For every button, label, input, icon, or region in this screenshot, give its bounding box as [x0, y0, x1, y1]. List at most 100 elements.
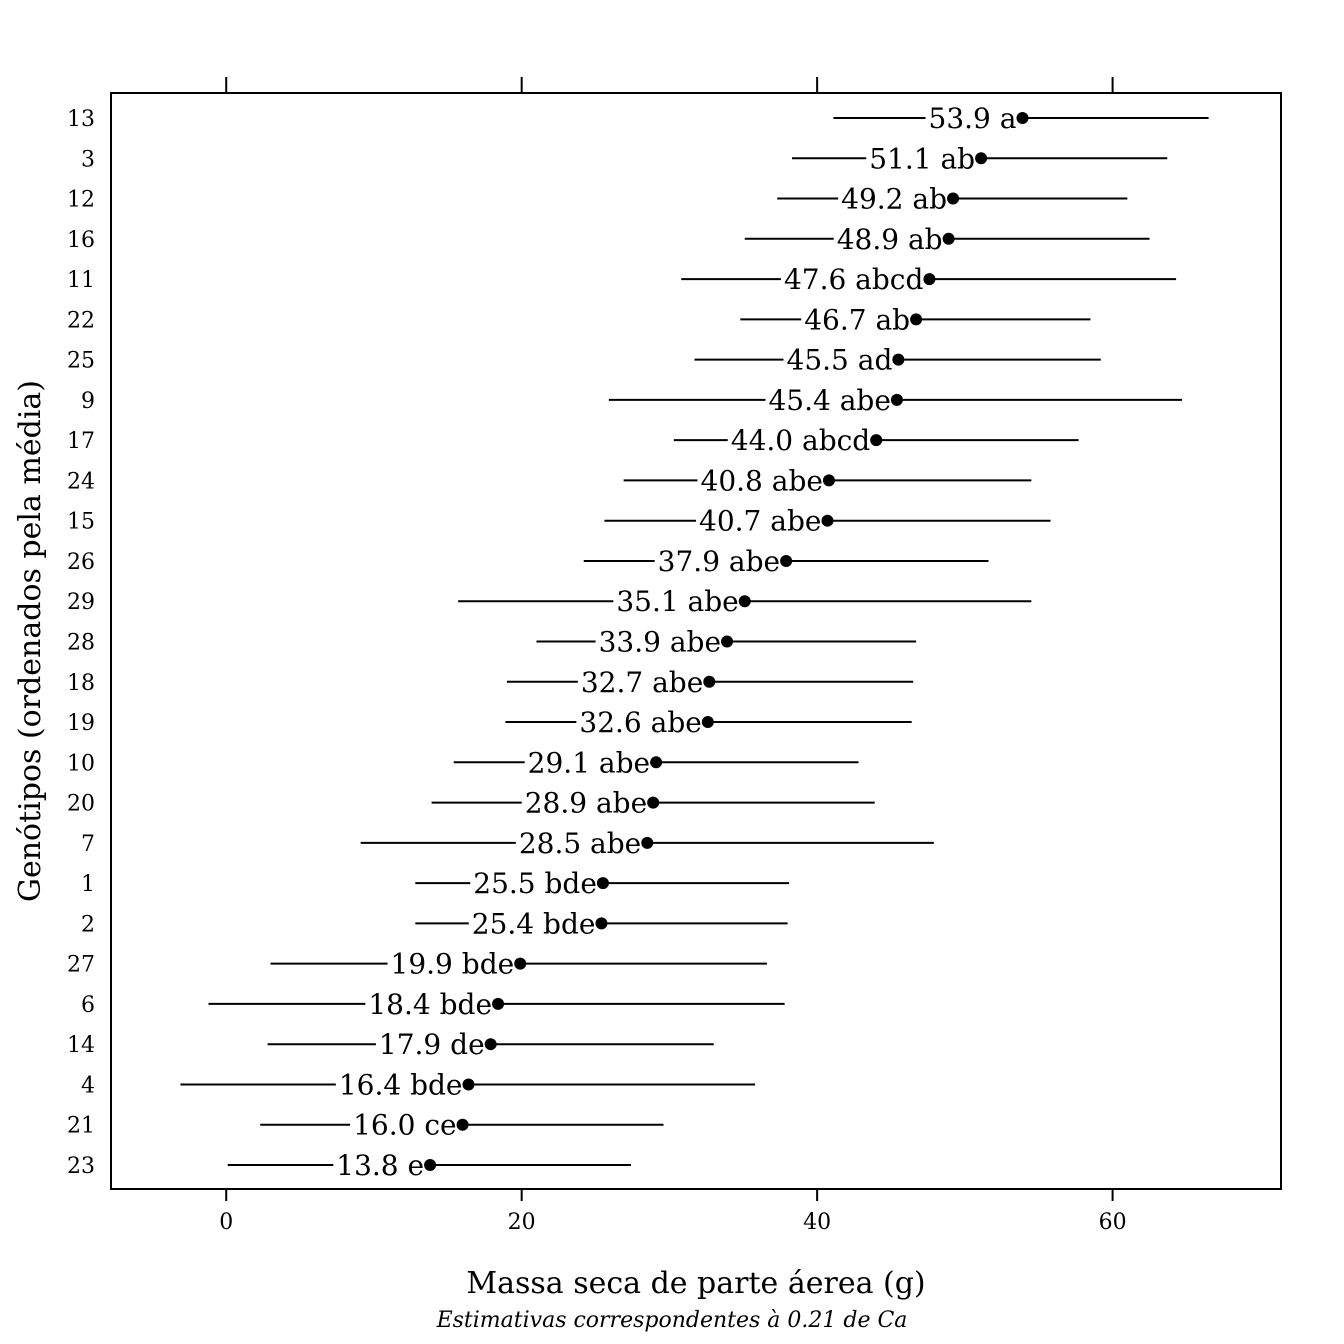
- mean-point: [870, 434, 883, 447]
- y-category-label: 6: [81, 993, 95, 1018]
- label-backing: [595, 638, 725, 645]
- label-backing: [696, 517, 825, 524]
- mean-point: [780, 554, 793, 567]
- x-axis-title: Massa seca de parte áerea (g): [466, 1266, 925, 1301]
- mean-point: [424, 1159, 437, 1171]
- row-genotype-10: 29.1 abe: [453, 746, 859, 779]
- row-genotype-4: 16.4 bde: [180, 1068, 756, 1101]
- label-backing: [727, 437, 874, 444]
- y-category-label: 27: [67, 953, 95, 978]
- row-genotype-6: 18.4 bde: [208, 988, 785, 1021]
- row-genotype-12: 49.2 ab: [777, 183, 1128, 216]
- mean-label: 45.5 ad: [787, 344, 893, 377]
- label-backing: [613, 598, 742, 605]
- row-genotype-16: 48.9 ab: [744, 223, 1150, 256]
- row-genotype-13: 53.9 a: [833, 102, 1209, 135]
- mean-label: 29.1 abe: [528, 746, 650, 779]
- row-genotype-14: 17.9 de: [267, 1028, 714, 1061]
- y-category-label: 16: [67, 228, 95, 253]
- label-backing: [350, 1121, 460, 1128]
- x-tick-label: 60: [1099, 1210, 1127, 1235]
- mean-label: 25.4 bde: [472, 907, 596, 940]
- mean-point: [492, 997, 505, 1010]
- y-category-label: 28: [67, 631, 95, 656]
- mean-point: [942, 232, 955, 245]
- row-genotype-23: 13.8 e: [227, 1149, 631, 1182]
- mean-point: [595, 917, 608, 930]
- mean-label: 45.4 abe: [768, 384, 890, 417]
- mean-point: [650, 756, 663, 769]
- y-category-label: 17: [67, 429, 95, 454]
- y-category-label: 4: [81, 1073, 95, 1098]
- label-backing: [576, 719, 705, 726]
- y-category-label: 13: [67, 107, 95, 132]
- mean-label: 33.9 abe: [599, 626, 721, 659]
- label-backing: [468, 920, 599, 927]
- mean-point: [703, 675, 716, 688]
- mean-label: 53.9 a: [929, 102, 1017, 135]
- label-backing: [866, 155, 979, 162]
- y-category-label: 9: [81, 389, 95, 414]
- row-genotype-15: 40.7 abe: [604, 505, 1051, 538]
- row-genotype-29: 35.1 abe: [458, 585, 1032, 618]
- row-genotype-17: 44.0 abcd: [673, 424, 1079, 457]
- y-category-label: 20: [67, 792, 95, 817]
- mean-point: [484, 1038, 497, 1051]
- mean-label: 28.5 abe: [519, 827, 641, 860]
- mean-point: [910, 313, 923, 326]
- label-backing: [833, 235, 946, 242]
- x-tick-label: 40: [803, 1210, 831, 1235]
- y-category-label: 25: [67, 349, 95, 374]
- row-genotype-20: 28.9 abe: [431, 787, 875, 820]
- y-category-label: 24: [67, 469, 95, 494]
- row-genotype-22: 46.7 ab: [740, 303, 1091, 336]
- mean-point: [456, 1118, 469, 1131]
- y-category-label: 18: [67, 671, 95, 696]
- row-genotype-11: 47.6 abcd: [681, 263, 1177, 296]
- mean-point: [596, 877, 609, 890]
- mean-label: 48.9 ab: [837, 223, 943, 256]
- label-backing: [521, 799, 651, 806]
- mean-label: 35.1 abe: [616, 585, 738, 618]
- label-backing: [365, 1000, 496, 1007]
- mean-label: 46.7 ab: [804, 303, 910, 336]
- row-genotype-19: 32.6 abe: [505, 706, 912, 739]
- row-genotype-18: 32.7 abe: [506, 666, 914, 699]
- label-backing: [375, 1041, 488, 1048]
- mean-point: [647, 796, 660, 809]
- mean-point: [822, 474, 835, 487]
- label-backing: [387, 960, 518, 967]
- row-genotype-26: 37.9 abe: [583, 545, 989, 578]
- mean-label: 28.9 abe: [525, 787, 647, 820]
- y-axis-title: Genótipos (ordenados pela média): [13, 380, 48, 902]
- label-backing: [515, 839, 645, 846]
- y-category-label: 2: [81, 912, 95, 937]
- mean-point: [923, 273, 936, 286]
- label-backing: [801, 316, 914, 323]
- bottom-axis: 0 20 40 60: [219, 1189, 1127, 1235]
- mean-point: [701, 716, 714, 729]
- mean-point: [890, 393, 903, 406]
- mean-point: [947, 192, 960, 205]
- y-category-label: 11: [67, 268, 95, 293]
- y-category-label: 19: [67, 711, 95, 736]
- row-genotype-2: 25.4 bde: [415, 907, 788, 940]
- x-tick-label: 20: [508, 1210, 536, 1235]
- label-backing: [780, 276, 927, 283]
- mean-label: 17.9 de: [379, 1028, 485, 1061]
- mean-label: 47.6 abcd: [784, 263, 924, 296]
- label-backing: [524, 759, 654, 766]
- label-backing: [333, 1162, 428, 1168]
- mean-label: 19.9 bde: [391, 948, 515, 981]
- mean-label: 18.4 bde: [368, 988, 492, 1021]
- series-group: 53.9 a 51.1 ab 49.2 ab 48.9 ab 47.6 abcd 46.7…: [180, 102, 1209, 1182]
- mean-label: 49.2 ab: [841, 183, 947, 216]
- mean-point: [514, 957, 527, 970]
- mean-point: [1016, 112, 1029, 124]
- label-backing: [697, 477, 826, 484]
- y-category-label: 14: [67, 1033, 95, 1058]
- row-genotype-3: 51.1 ab: [792, 142, 1168, 175]
- mean-label: 51.1 ab: [869, 142, 975, 175]
- mean-point: [892, 353, 905, 366]
